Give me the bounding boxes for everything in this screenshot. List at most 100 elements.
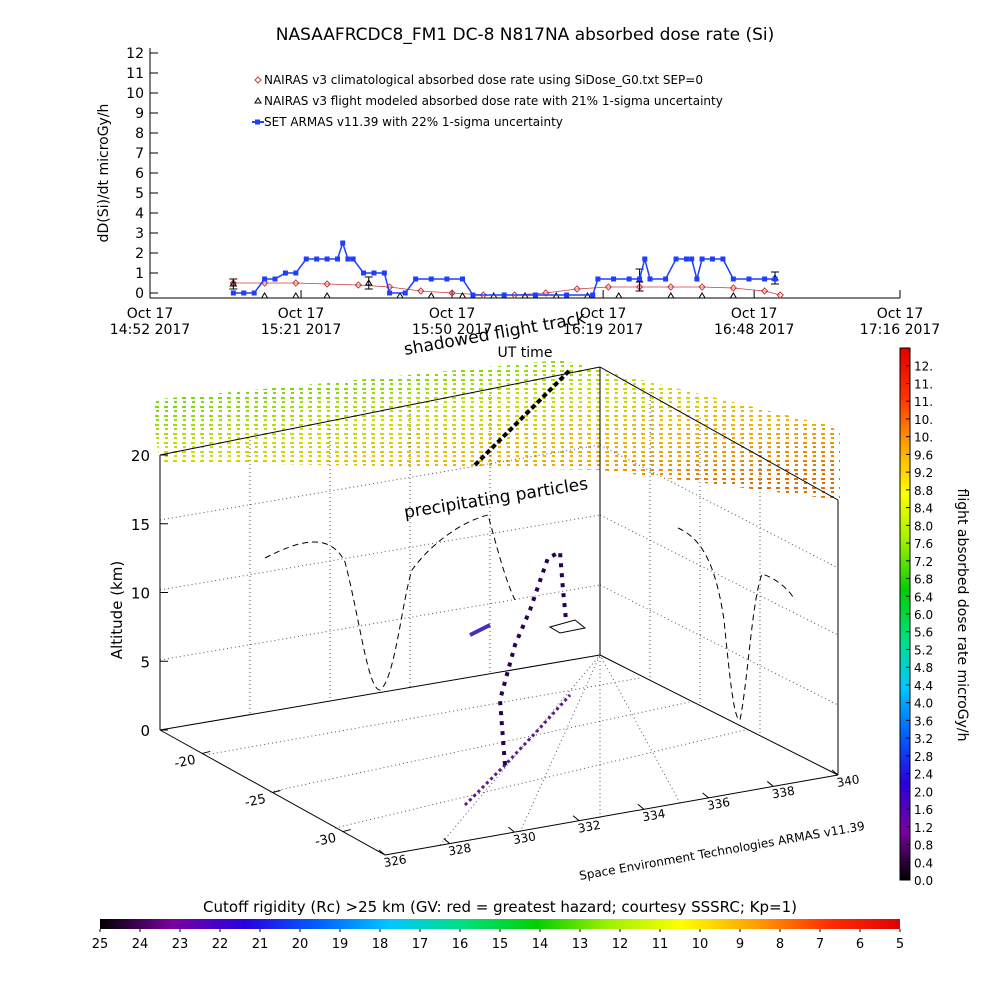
colorbar-tick-label: 4.0: [914, 697, 933, 711]
marker: [402, 290, 408, 296]
colorbar-tick-label: 10.: [914, 413, 933, 427]
legend-label: NAIRAS v3 climatological absorbed dose r…: [264, 73, 703, 87]
marker: [314, 256, 320, 262]
x-tick: [508, 826, 515, 833]
marker: [637, 276, 643, 282]
colorbar-tick-label: 14: [532, 937, 549, 952]
colorbar-tick-label: 0.8: [914, 839, 933, 853]
flight-track: [463, 693, 572, 807]
colorbar-tick-label: 9.2: [914, 466, 933, 480]
colorbar-tick-label: 20: [292, 937, 309, 952]
marker: [460, 276, 465, 282]
colorbar-tick-label: 8.0: [914, 519, 933, 533]
colorbar-tick-label: 10.: [914, 431, 933, 445]
flight-track: [497, 548, 568, 766]
marker: [647, 276, 653, 282]
marker: [611, 276, 617, 282]
colorbar-label: flight absorbed dose rate microGy/h: [954, 489, 970, 742]
colorbar-tick-label: 1.2: [914, 821, 933, 835]
credit: Space Environment Technologies ARMAS v11…: [578, 819, 866, 883]
x-tick: [766, 781, 774, 787]
x-tick-label: Oct 17 16:19 2017: [562, 306, 644, 338]
y-tick-label: 7: [135, 146, 144, 162]
colorbar-tick-label: 9.6: [914, 448, 933, 462]
x-tick-label: Oct 17 15:50 2017: [411, 306, 493, 338]
error-bar: [364, 276, 373, 290]
colorbar-tick-label: 25: [92, 937, 109, 952]
x-tick-label: Oct 17 16:48 2017: [713, 306, 795, 338]
marker: [364, 279, 373, 286]
x-tick: [702, 792, 709, 799]
z-tick-label: 0: [140, 722, 150, 740]
z-tick-label: 20: [131, 447, 150, 465]
y-tick-label: 3: [135, 226, 144, 242]
colorbar-tick-label: 2.8: [914, 750, 933, 764]
marker: [241, 290, 247, 296]
marker: [361, 270, 367, 276]
marker: [614, 292, 623, 299]
colorbar-tick-label: 17: [412, 937, 429, 952]
colorbar-tick-label: 0.0: [914, 874, 933, 888]
z-tick-label: 15: [131, 516, 150, 534]
plot-3d: [150, 360, 840, 856]
colorbar-tick-label: 5.6: [914, 626, 933, 640]
z-tick-label: 10: [131, 585, 150, 603]
colorbar: [100, 919, 900, 929]
marker: [542, 289, 550, 297]
marker: [698, 283, 706, 291]
colorbar-tick-label: 11.: [914, 377, 933, 391]
x-tick-label: 330: [512, 829, 537, 847]
marker: [345, 256, 351, 262]
x-tick-label: Oct 17 15:21 2017: [260, 306, 342, 338]
x-tick-label: 326: [383, 852, 408, 870]
marker: [683, 256, 689, 262]
marker: [396, 292, 404, 299]
marker: [689, 256, 695, 262]
colorbar-tick-label: 12.: [914, 360, 933, 374]
marker: [292, 279, 300, 287]
colorbar-tick-label: 22: [212, 937, 229, 952]
marker: [381, 270, 387, 276]
marker: [673, 256, 679, 262]
x-tick: [637, 803, 645, 810]
colorbar-tick-label: 13: [572, 937, 589, 952]
marker: [760, 287, 769, 295]
marker: [458, 292, 467, 299]
marker: [729, 292, 738, 299]
legend-label: NAIRAS v3 flight modeled absorbed dose r…: [264, 94, 723, 108]
marker: [335, 256, 340, 262]
legend-label: SET ARMAS v11.39 with 22% 1-sigma uncert…: [264, 115, 563, 129]
colorbar-tick-label: 7.6: [914, 537, 933, 551]
marker: [350, 256, 356, 262]
marker: [291, 292, 300, 299]
marker: [229, 280, 238, 287]
colorbar-tick-label: 18: [372, 937, 389, 952]
marker: [698, 292, 706, 299]
x-tick-label: Oct 17 14:52 2017: [109, 306, 191, 338]
marker: [444, 276, 450, 282]
marker: [762, 276, 768, 282]
marker: [604, 283, 613, 291]
y-axis-label: dD(Si)/dt microGy/h: [96, 104, 112, 243]
x-axis-label: UT time: [498, 345, 553, 361]
colorbar-tick-label: 21: [252, 937, 269, 952]
colorbar-tick-label: 3.2: [914, 732, 933, 746]
marker: [573, 285, 581, 293]
y-tick-label: -30: [314, 831, 338, 850]
colorbar-tick-label: 7.2: [914, 555, 933, 569]
colorbar-tick-label: 7: [816, 937, 824, 952]
colorbar-tick-label: 12: [612, 937, 629, 952]
y-tick-label: 12: [126, 46, 144, 62]
colorbar-tick-label: 0.4: [914, 856, 933, 870]
colorbar-tick-label: 2.4: [914, 768, 933, 782]
marker: [293, 270, 299, 276]
colorbar-tick-label: 11.: [914, 395, 933, 409]
y-tick: [202, 750, 211, 754]
marker: [666, 292, 675, 299]
box-edge: [159, 366, 601, 456]
marker: [413, 276, 419, 282]
y-tick: [272, 790, 281, 793]
legend-marker: [254, 97, 262, 104]
colorbar-tick-label: 6: [856, 937, 864, 952]
